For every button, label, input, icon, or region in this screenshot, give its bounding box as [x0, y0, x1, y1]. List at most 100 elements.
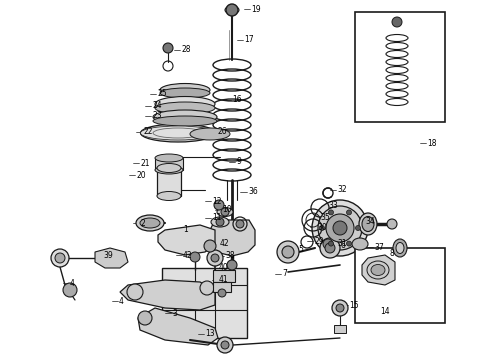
Circle shape — [312, 200, 368, 256]
Bar — [334, 325, 346, 333]
Polygon shape — [138, 308, 218, 345]
Circle shape — [346, 241, 351, 246]
Bar — [355, 248, 445, 323]
Text: 8: 8 — [389, 249, 394, 258]
Ellipse shape — [371, 265, 385, 275]
Circle shape — [227, 260, 237, 270]
Text: 19: 19 — [251, 4, 261, 13]
Text: 30: 30 — [317, 222, 327, 231]
Circle shape — [346, 210, 351, 215]
Bar — [157, 168, 181, 196]
Text: 12: 12 — [212, 197, 221, 206]
Bar — [213, 282, 231, 292]
Circle shape — [332, 300, 348, 316]
Text: 14: 14 — [380, 307, 390, 316]
Circle shape — [200, 281, 214, 295]
Ellipse shape — [190, 128, 230, 140]
Circle shape — [55, 253, 65, 263]
Ellipse shape — [211, 217, 229, 227]
Ellipse shape — [387, 219, 397, 229]
Text: 17: 17 — [244, 36, 254, 45]
Ellipse shape — [396, 243, 404, 253]
Ellipse shape — [393, 239, 407, 257]
Circle shape — [221, 208, 229, 216]
Circle shape — [63, 283, 77, 297]
Circle shape — [336, 304, 344, 312]
Text: 41: 41 — [219, 275, 229, 284]
Ellipse shape — [153, 110, 217, 124]
Text: 16: 16 — [232, 95, 242, 104]
Ellipse shape — [362, 216, 374, 231]
Ellipse shape — [352, 238, 368, 250]
Text: 23: 23 — [152, 112, 162, 121]
Circle shape — [328, 210, 334, 215]
Polygon shape — [210, 220, 255, 256]
Text: 24: 24 — [152, 102, 162, 111]
Circle shape — [320, 238, 340, 258]
Text: 20: 20 — [136, 171, 146, 180]
Text: 9: 9 — [236, 158, 241, 166]
Ellipse shape — [140, 218, 160, 228]
Circle shape — [127, 284, 143, 300]
Text: 1: 1 — [183, 225, 188, 234]
Text: 40: 40 — [219, 264, 229, 273]
Text: 28: 28 — [181, 45, 191, 54]
Polygon shape — [158, 225, 215, 255]
Text: 31: 31 — [337, 238, 346, 248]
Bar — [213, 270, 235, 282]
Circle shape — [356, 225, 361, 230]
Circle shape — [207, 250, 223, 266]
Ellipse shape — [153, 116, 217, 126]
Text: 33: 33 — [328, 202, 338, 211]
Circle shape — [323, 239, 333, 249]
Circle shape — [328, 241, 334, 246]
Ellipse shape — [141, 126, 216, 140]
Circle shape — [282, 246, 294, 258]
Polygon shape — [95, 248, 128, 268]
Circle shape — [204, 240, 216, 252]
Circle shape — [333, 221, 347, 235]
Text: 5: 5 — [298, 244, 303, 253]
Circle shape — [51, 249, 69, 267]
Ellipse shape — [359, 213, 377, 235]
Circle shape — [277, 241, 299, 263]
Ellipse shape — [155, 154, 183, 162]
Text: 42: 42 — [220, 238, 230, 248]
Circle shape — [325, 243, 335, 253]
Text: 2: 2 — [140, 219, 145, 228]
Circle shape — [163, 43, 173, 53]
Text: 11: 11 — [212, 213, 221, 222]
Text: 13: 13 — [205, 329, 215, 338]
Text: 38: 38 — [225, 252, 235, 261]
Ellipse shape — [155, 166, 183, 174]
Circle shape — [211, 254, 219, 262]
Text: 39: 39 — [103, 251, 113, 260]
Ellipse shape — [367, 261, 389, 279]
Ellipse shape — [160, 84, 210, 96]
Text: 37: 37 — [374, 243, 384, 252]
Text: 42: 42 — [183, 251, 193, 260]
Circle shape — [392, 17, 402, 27]
Circle shape — [217, 337, 233, 353]
Ellipse shape — [160, 88, 210, 98]
Circle shape — [218, 289, 226, 297]
Ellipse shape — [136, 215, 164, 231]
Text: 36: 36 — [248, 188, 258, 197]
Circle shape — [190, 252, 200, 262]
Circle shape — [236, 220, 244, 228]
Circle shape — [216, 218, 224, 226]
Text: 4: 4 — [70, 279, 75, 288]
Text: 6: 6 — [340, 240, 345, 249]
Circle shape — [326, 214, 354, 242]
Circle shape — [318, 206, 362, 250]
Text: 34: 34 — [365, 216, 375, 225]
Circle shape — [138, 311, 152, 325]
Circle shape — [221, 341, 229, 349]
Ellipse shape — [217, 207, 233, 216]
Text: 29: 29 — [314, 237, 323, 246]
Bar — [155, 158, 183, 170]
Text: 35: 35 — [320, 213, 330, 222]
Text: 22: 22 — [143, 127, 152, 136]
Polygon shape — [120, 280, 215, 310]
Ellipse shape — [155, 102, 215, 114]
